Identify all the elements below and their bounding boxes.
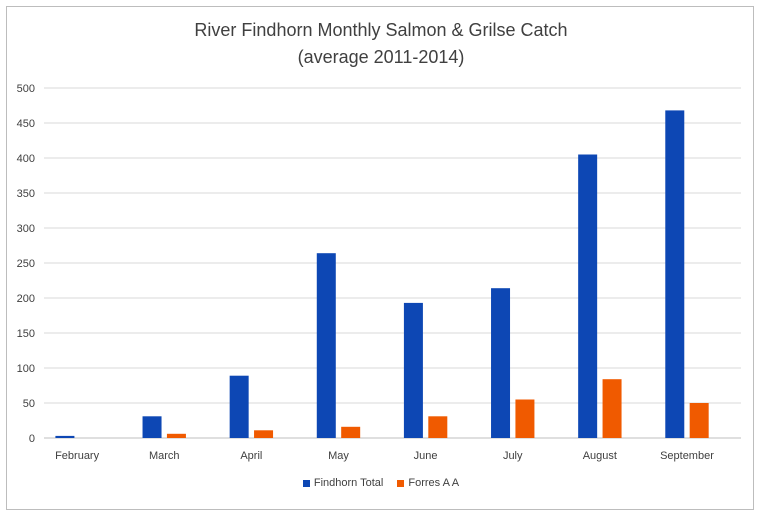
bar-forres-aa-march [166, 433, 186, 438]
y-tick-label: 150 [17, 328, 35, 340]
bar-forres-aa-september [689, 403, 709, 438]
legend-label-series-2: Forres A A [408, 477, 460, 489]
bar-forres-aa-august [602, 379, 622, 438]
bar-findhorn-total-may [316, 253, 336, 438]
y-tick-label: 400 [17, 153, 35, 165]
x-tick-label: September [660, 450, 714, 462]
x-tick-label: August [583, 450, 617, 462]
legend: Findhorn Total Forres A A [0, 477, 762, 489]
bar-findhorn-total-july [491, 288, 511, 438]
bar-findhorn-total-february [55, 435, 75, 438]
x-tick-label: February [55, 450, 100, 462]
y-tick-label: 200 [17, 293, 35, 305]
x-tick-label: April [240, 450, 262, 462]
legend-item-series-1: Findhorn Total [302, 477, 384, 489]
legend-swatch-series-2 [397, 479, 405, 487]
y-tick-label: 350 [17, 188, 35, 200]
y-tick-label: 300 [17, 223, 35, 235]
x-tick-label: March [149, 450, 180, 462]
y-tick-label: 50 [23, 398, 35, 410]
bar-findhorn-total-september [665, 110, 685, 439]
legend-label-series-1: Findhorn Total [313, 477, 384, 489]
x-tick-label: July [503, 450, 523, 462]
legend-swatch-series-1 [302, 479, 310, 487]
bar-forres-aa-july [515, 399, 535, 438]
x-tick-label: June [414, 450, 438, 462]
bar-forres-aa-may [341, 426, 361, 438]
y-tick-label: 450 [17, 118, 35, 130]
bar-findhorn-total-march [142, 416, 162, 438]
y-tick-label: 500 [17, 83, 35, 95]
y-tick-label: 100 [17, 363, 35, 375]
bar-findhorn-total-april [229, 375, 249, 438]
bar-forres-aa-april [254, 430, 274, 438]
bar-forres-aa-june [428, 416, 448, 438]
chart-title: River Findhorn Monthly Salmon & Grilse C… [194, 20, 568, 40]
bar-findhorn-total-june [403, 302, 423, 438]
chart-frame [6, 6, 754, 510]
y-tick-label: 0 [29, 433, 35, 445]
bar-findhorn-total-august [578, 154, 598, 438]
y-tick-label: 250 [17, 258, 35, 270]
chart-subtitle: (average 2011-2014) [297, 47, 465, 67]
x-tick-label: May [328, 450, 349, 462]
legend-item-series-2: Forres A A [397, 477, 459, 489]
